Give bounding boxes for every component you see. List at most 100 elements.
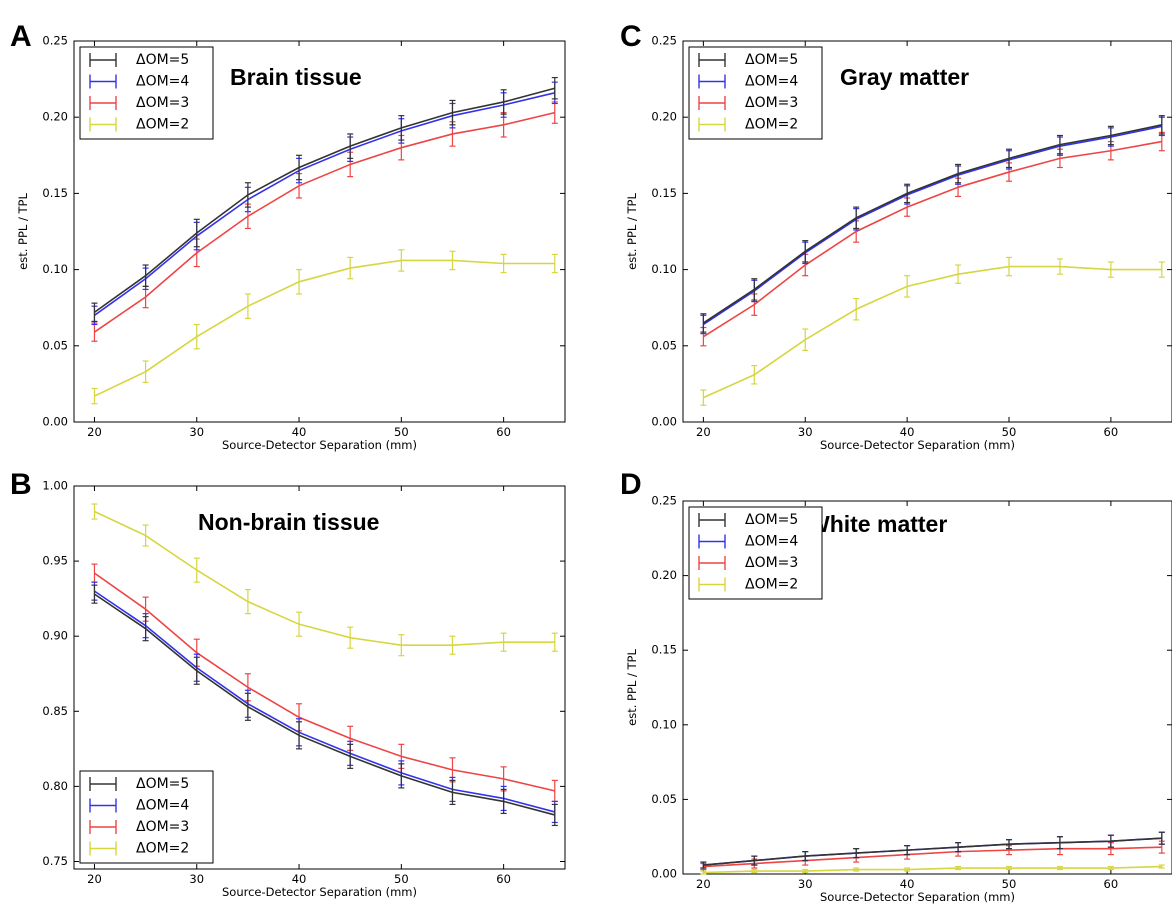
legend-entry: ΔOM=3 xyxy=(745,555,798,571)
y-tick-label: 0.25 xyxy=(651,494,677,508)
panel-title: White matter xyxy=(808,511,947,537)
legend-entry: ΔOM=4 xyxy=(136,798,189,814)
legend-entry: ΔOM=5 xyxy=(745,512,798,528)
panel-letter: D xyxy=(620,468,642,501)
panel-title: Gray matter xyxy=(840,64,969,90)
x-tick-label: 30 xyxy=(189,872,204,886)
y-tick-label: 0.00 xyxy=(42,415,68,429)
legend-entry: ΔOM=3 xyxy=(136,819,189,835)
panel-d: D 0.00 0.05 0.10 0.15 0.20 0.25 20 30 40 50 60 Sourc… xyxy=(620,468,1172,904)
panel-a: A 0.00 0.05 0.10 0.15 0.20 0.25 20 30 40 50 60 Sourc… xyxy=(10,20,566,452)
x-tick-label: 50 xyxy=(1002,877,1017,891)
legend-entry: ΔOM=5 xyxy=(136,52,189,68)
y-tick-label: 0.05 xyxy=(651,338,677,352)
y-tick-label: 0.25 xyxy=(42,34,68,48)
x-tick-label: 40 xyxy=(292,872,307,886)
legend-entry: ΔOM=2 xyxy=(745,577,798,593)
legend-entry: ΔOM=3 xyxy=(745,95,798,111)
panel-letter: B xyxy=(10,468,32,501)
y-tick-label: 0.20 xyxy=(651,568,677,582)
x-tick-label: 20 xyxy=(87,425,102,439)
y-tick-label: 0.00 xyxy=(651,867,677,881)
series-line xyxy=(702,140,1162,338)
y-tick-label: 0.10 xyxy=(651,717,677,731)
series-line xyxy=(703,837,1162,866)
series-line xyxy=(94,510,555,647)
series-line xyxy=(93,87,555,313)
panel-b: B 0.75 0.80 0.85 0.90 0.95 1.00 20 30 40 50 60 Sourc… xyxy=(10,468,566,899)
x-axis-label: Source-Detector Separation (mm) xyxy=(820,438,1015,452)
legend-frame xyxy=(79,770,214,864)
legend-entry: ΔOM=2 xyxy=(136,841,189,857)
series-line xyxy=(94,593,555,816)
y-axis-label: est. PPL / TPL xyxy=(625,193,639,270)
x-tick-label: 40 xyxy=(900,877,915,891)
series-line xyxy=(703,265,1162,399)
y-tick-label: 0.95 xyxy=(42,554,68,568)
panel-c: C 0.00 0.05 0.10 0.15 0.20 0.25 20 30 40 50 60 Sourc… xyxy=(620,20,1172,452)
series-3 xyxy=(700,864,1165,875)
series-line xyxy=(94,590,555,813)
x-axis-label: Source-Detector Separation (mm) xyxy=(222,885,417,899)
series-0 xyxy=(700,115,1165,333)
x-tick-label: 30 xyxy=(798,425,813,439)
legend-entry: ΔOM=3 xyxy=(136,95,189,111)
legend-entry: ΔOM=4 xyxy=(136,74,189,90)
y-tick-label: 0.75 xyxy=(42,854,68,868)
y-tick-label: 0.25 xyxy=(651,34,677,48)
series-0 xyxy=(700,831,1165,869)
x-tick-label: 40 xyxy=(900,425,915,439)
legend-entry: ΔOM=4 xyxy=(745,534,798,550)
panel-title: Non-brain tissue xyxy=(198,509,379,535)
series-line xyxy=(703,846,1162,868)
x-tick-label: 50 xyxy=(1002,425,1017,439)
x-tick-label: 20 xyxy=(696,425,711,439)
y-tick-label: 0.90 xyxy=(42,629,68,643)
legend-frame xyxy=(688,506,823,600)
x-tick-label: 20 xyxy=(87,872,102,886)
y-tick-label: 0.10 xyxy=(42,262,68,276)
x-tick-label: 60 xyxy=(496,425,511,439)
y-tick-label: 0.00 xyxy=(651,415,677,429)
series-3 xyxy=(700,256,1165,406)
y-tick-label: 0.05 xyxy=(651,792,677,806)
x-axis-label: Source-Detector Separation (mm) xyxy=(820,890,1015,904)
legend: ΔOM=5 ΔOM=4 ΔOM=3 ΔOM=2 xyxy=(79,46,214,140)
series-line xyxy=(702,125,1162,326)
panel-letter: A xyxy=(10,20,32,53)
legend-frame xyxy=(688,46,823,140)
y-tick-label: 0.20 xyxy=(42,110,68,124)
legend: ΔOM=5 ΔOM=4 ΔOM=3 ΔOM=2 xyxy=(79,770,214,864)
series-line xyxy=(93,572,555,792)
series-line xyxy=(703,865,1162,874)
y-tick-label: 0.80 xyxy=(42,779,68,793)
legend-entry: ΔOM=5 xyxy=(136,776,189,792)
series-0 xyxy=(91,584,558,827)
y-tick-label: 0.15 xyxy=(651,643,677,657)
legend: ΔOM=5 ΔOM=4 ΔOM=3 ΔOM=2 xyxy=(688,506,823,600)
x-tick-label: 40 xyxy=(292,425,307,439)
series-3 xyxy=(91,503,558,657)
legend-frame xyxy=(79,46,214,140)
y-tick-label: 0.15 xyxy=(651,186,677,200)
panel-title: Brain tissue xyxy=(230,64,362,90)
x-tick-label: 30 xyxy=(189,425,204,439)
series-line xyxy=(94,259,555,397)
x-tick-label: 50 xyxy=(394,425,409,439)
y-tick-label: 0.15 xyxy=(42,186,68,200)
panel-letter: C xyxy=(620,20,642,53)
y-tick-label: 0.05 xyxy=(42,338,68,352)
x-tick-label: 50 xyxy=(394,872,409,886)
y-axis-label: est. PPL / TPL xyxy=(625,649,639,726)
series-3 xyxy=(91,249,558,405)
legend-entry: ΔOM=4 xyxy=(745,74,798,90)
y-axis-label: est. PPL / TPL xyxy=(16,193,30,270)
series-line xyxy=(702,124,1162,324)
x-axis-label: Source-Detector Separation (mm) xyxy=(222,438,417,452)
series-0 xyxy=(91,76,558,323)
y-tick-label: 1.00 xyxy=(42,479,68,493)
x-tick-label: 60 xyxy=(1104,877,1119,891)
y-tick-label: 0.10 xyxy=(651,262,677,276)
x-tick-label: 30 xyxy=(798,877,813,891)
